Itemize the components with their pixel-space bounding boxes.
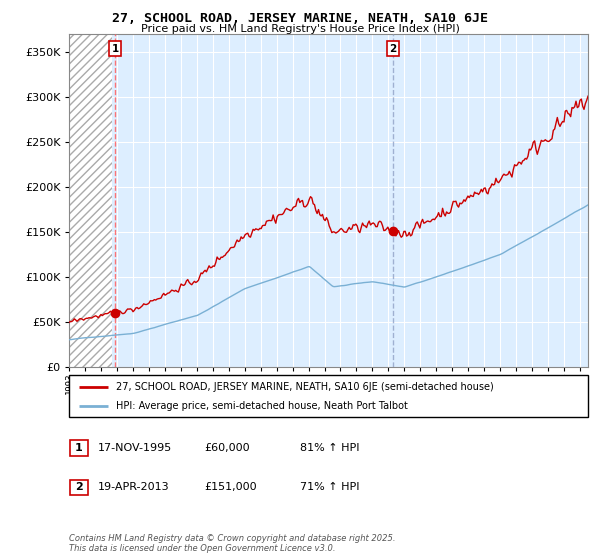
Text: Price paid vs. HM Land Registry's House Price Index (HPI): Price paid vs. HM Land Registry's House … — [140, 24, 460, 34]
Text: 27, SCHOOL ROAD, JERSEY MARINE, NEATH, SA10 6JE (semi-detached house): 27, SCHOOL ROAD, JERSEY MARINE, NEATH, S… — [116, 382, 493, 392]
Text: 27, SCHOOL ROAD, JERSEY MARINE, NEATH, SA10 6JE: 27, SCHOOL ROAD, JERSEY MARINE, NEATH, S… — [112, 12, 488, 25]
Text: 2: 2 — [75, 482, 83, 492]
Text: 17-NOV-1995: 17-NOV-1995 — [98, 443, 172, 453]
Text: 19-APR-2013: 19-APR-2013 — [98, 482, 169, 492]
Bar — [69, 34, 112, 367]
Text: Contains HM Land Registry data © Crown copyright and database right 2025.
This d: Contains HM Land Registry data © Crown c… — [69, 534, 395, 553]
Text: 81% ↑ HPI: 81% ↑ HPI — [300, 443, 359, 453]
Text: 1: 1 — [75, 443, 83, 453]
Text: HPI: Average price, semi-detached house, Neath Port Talbot: HPI: Average price, semi-detached house,… — [116, 401, 407, 411]
Text: 1: 1 — [112, 44, 119, 54]
Text: 71% ↑ HPI: 71% ↑ HPI — [300, 482, 359, 492]
Text: 2: 2 — [389, 44, 397, 54]
Text: £151,000: £151,000 — [204, 482, 257, 492]
Text: £60,000: £60,000 — [204, 443, 250, 453]
